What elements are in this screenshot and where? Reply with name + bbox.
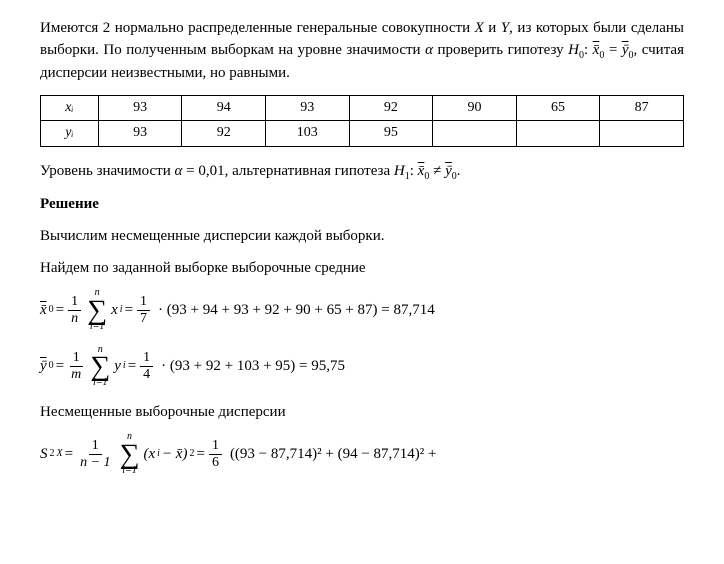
text-means: Найдем по заданной выборке выборочные ср… <box>40 258 684 280</box>
row-header-x: xᵢ <box>41 96 99 121</box>
problem-statement: Имеются 2 нормально распределенные генер… <box>40 18 684 85</box>
text-dispersion: Вычислим несмещенные дисперсии каждой вы… <box>40 226 684 248</box>
data-table: xᵢ 93 94 93 92 90 65 87 yᵢ 93 92 103 95 <box>40 95 684 147</box>
formula-xbar: x̄0 = 1n n ∑ i=1 xi = 17 · (93 + 94 + 93… <box>40 289 684 331</box>
table-row: xᵢ 93 94 93 92 90 65 87 <box>41 96 684 121</box>
table-row: yᵢ 93 92 103 95 <box>41 121 684 146</box>
formula-ybar: ȳ0 = 1m n ∑ i=1 yi = 14 · (93 + 92 + 103… <box>40 346 684 388</box>
row-header-y: yᵢ <box>41 121 99 146</box>
text-unbiased: Несмещенные выборочные дисперсии <box>40 402 684 424</box>
solution-header: Решение <box>40 194 684 216</box>
formula-sx2: S2X = 1n − 1 n ∑ i=1 (xi − x̄)2 = 16 ((9… <box>40 433 684 475</box>
alpha-line: Уровень значимости α = 0,01, альтернатив… <box>40 161 684 185</box>
